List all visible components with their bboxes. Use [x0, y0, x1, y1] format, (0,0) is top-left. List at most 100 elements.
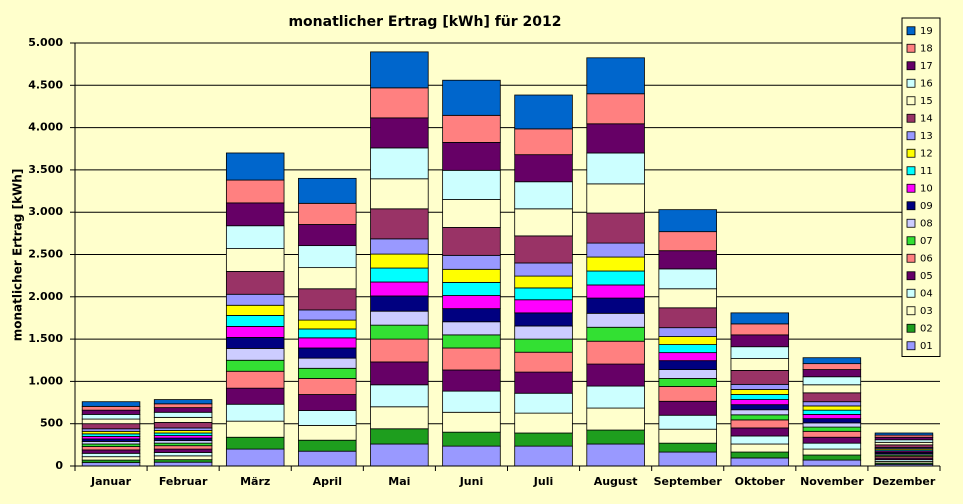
bar-segment — [442, 369, 501, 392]
bar-segment — [514, 392, 573, 414]
bar-segment — [802, 454, 862, 461]
bar-segment — [514, 325, 573, 340]
bar-segment — [225, 448, 285, 467]
bar-segment — [153, 461, 213, 467]
bar-segment — [225, 152, 285, 181]
bar-segment — [298, 347, 357, 359]
bar-segment — [370, 253, 429, 269]
legend-swatch — [906, 218, 916, 228]
legend-swatch — [906, 323, 916, 333]
bar-segment — [370, 361, 429, 386]
chart-title: monatlicher Ertrag [kWh] für 2012 — [288, 14, 561, 30]
bar-segment — [802, 405, 862, 411]
x-tick-label: Januar — [90, 475, 132, 488]
bar-segment — [298, 410, 357, 426]
y-tick-label: 1.000 — [28, 374, 63, 387]
bar-segment — [298, 309, 357, 321]
legend-swatch — [906, 78, 916, 88]
legend-label: 17 — [920, 61, 933, 72]
bar-segment — [153, 445, 213, 450]
bar-segment — [225, 436, 285, 450]
bar-segment — [802, 442, 862, 450]
bar-segment — [442, 390, 501, 413]
x-tick-label: Oktober — [735, 475, 786, 488]
bar-segment — [370, 238, 429, 255]
y-tick-label: 2.000 — [28, 290, 63, 303]
bar-segment — [658, 209, 717, 233]
bar-segment — [586, 212, 645, 244]
bar-segment — [586, 407, 645, 431]
bar-segment — [442, 142, 501, 171]
legend-swatch — [906, 306, 916, 316]
bar-segment — [658, 344, 717, 354]
bar-segment — [586, 123, 645, 154]
bar-segment — [298, 245, 357, 269]
bar-segment — [658, 268, 717, 290]
bar-segment — [586, 326, 645, 342]
y-tick-label: 4.000 — [28, 121, 63, 134]
bar-segment — [730, 404, 790, 411]
bar-segment — [802, 418, 862, 424]
bar-segment — [730, 312, 790, 325]
bar-segment — [802, 369, 862, 378]
bar-segment — [81, 413, 141, 420]
bar-segment — [658, 327, 717, 337]
legend-label: 14 — [920, 113, 933, 124]
legend-swatch — [906, 61, 916, 71]
bar-segment — [658, 386, 717, 402]
bar-segment — [874, 432, 934, 436]
bar-segment — [514, 181, 573, 210]
bar-segment — [586, 312, 645, 328]
bar-segment — [658, 360, 717, 370]
bar-segment — [802, 430, 862, 438]
bar-segment — [442, 347, 501, 371]
bar-segment — [658, 352, 717, 362]
y-tick-label: 3.000 — [28, 205, 63, 218]
bar-segment — [802, 426, 862, 432]
bar-segment — [658, 400, 717, 416]
bar-segment — [586, 297, 645, 314]
bar-segment — [586, 429, 645, 445]
bar-segment — [730, 358, 790, 371]
bar-segment — [81, 418, 141, 425]
bar-segment — [81, 462, 141, 467]
bar-segment — [370, 51, 429, 89]
bar-segment — [658, 288, 717, 309]
legend-swatch — [906, 131, 916, 141]
bar-segment — [586, 242, 645, 258]
x-tick-label: August — [594, 475, 638, 488]
bar-segment — [153, 403, 213, 409]
bar-segment — [370, 338, 429, 363]
bar-segment — [442, 321, 501, 336]
bar-segment — [514, 235, 573, 264]
bar-segment — [370, 267, 429, 283]
bar-segment — [298, 267, 357, 290]
bar-segment — [225, 403, 285, 422]
bar-segment — [514, 338, 573, 353]
y-tick-label: 4.500 — [28, 78, 63, 91]
legend-swatch — [906, 113, 916, 123]
legend-swatch — [906, 26, 916, 36]
legend-swatch — [906, 271, 916, 281]
bar-segment — [658, 231, 717, 252]
bar-segment — [514, 432, 573, 447]
bar-segment — [370, 295, 429, 312]
bar-segment — [225, 370, 285, 389]
bar-segment — [586, 363, 645, 387]
bar-segment — [298, 394, 357, 411]
bar-segment — [802, 384, 862, 394]
bar-segment — [586, 385, 645, 409]
bar-segment — [442, 334, 501, 349]
bar-segment — [225, 420, 285, 438]
legend-label: 16 — [920, 78, 933, 89]
legend-label: 09 — [920, 201, 933, 212]
bar-segment — [730, 346, 790, 359]
bar-segment — [298, 337, 357, 349]
x-tick-label: April — [313, 475, 342, 488]
bar-segment — [298, 439, 357, 452]
bar-segment — [225, 248, 285, 272]
x-tick-label: November — [800, 475, 864, 488]
bar-segment — [298, 450, 357, 467]
bar-segment — [514, 351, 573, 373]
bar-segment — [370, 178, 429, 210]
